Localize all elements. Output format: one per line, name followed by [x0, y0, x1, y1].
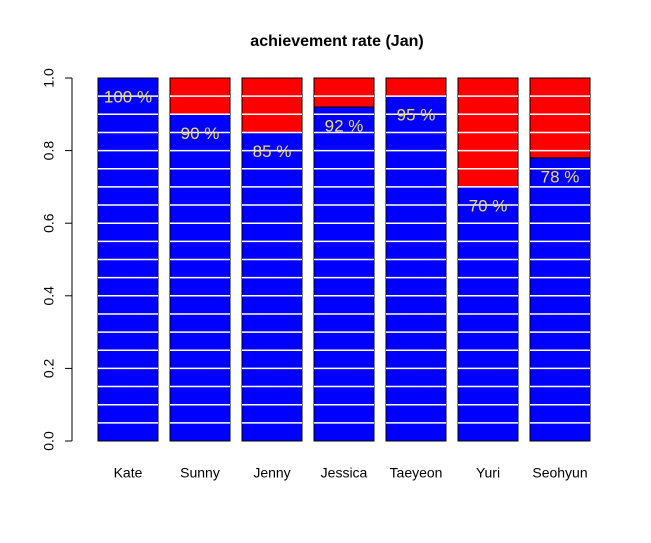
chart-title: achievement rate (Jan): [250, 33, 423, 50]
x-tick-label: Jenny: [253, 465, 290, 481]
x-tick-label: Kate: [114, 465, 143, 481]
bar-segment: [385, 95, 447, 442]
value-label: 100 %: [104, 87, 152, 106]
y-tick-label: 1.0: [41, 68, 57, 88]
bar-segment: [313, 106, 375, 442]
value-label: 95 %: [397, 106, 436, 125]
bar-segment: [241, 131, 303, 442]
bar-segment: [385, 77, 447, 97]
x-tick-label: Jessica: [321, 465, 368, 481]
value-label: 85 %: [253, 142, 292, 161]
y-tick-label: 0.2: [41, 358, 57, 378]
bar-segment: [529, 157, 591, 442]
y-tick-label: 0.8: [41, 141, 57, 161]
bar-segment: [241, 77, 303, 133]
value-label: 78 %: [541, 167, 580, 186]
y-tick-label: 0.0: [41, 431, 57, 451]
bar-segment: [529, 77, 591, 159]
x-tick-label: Seohyun: [532, 465, 587, 481]
x-tick-label: Taeyeon: [390, 465, 443, 481]
value-label: 70 %: [469, 196, 508, 215]
y-tick-label: 0.6: [41, 213, 57, 233]
x-tick-label: Sunny: [180, 465, 220, 481]
value-label: 92 %: [325, 117, 364, 136]
y-tick-label: 0.4: [41, 286, 57, 306]
x-tick-label: Yuri: [476, 465, 500, 481]
value-label: 90 %: [181, 124, 220, 143]
bar-segment: [313, 77, 375, 108]
